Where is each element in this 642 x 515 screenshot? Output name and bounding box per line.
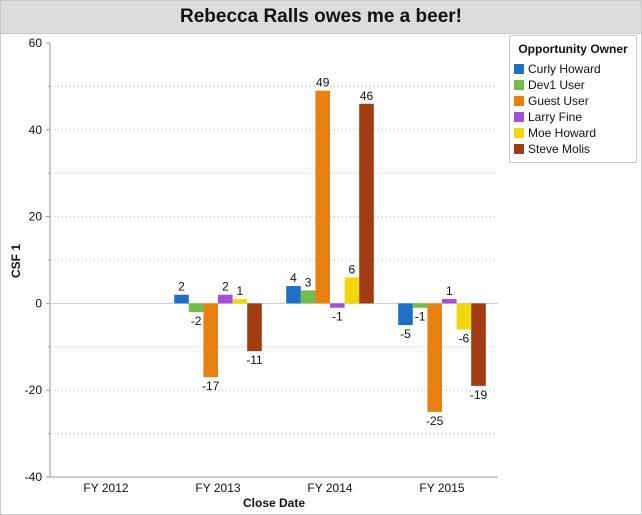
data-label: -11 — [246, 353, 263, 367]
data-label: 46 — [360, 89, 374, 103]
y-tick-label: -40 — [25, 470, 43, 484]
y-axis-label: CSF 1 — [9, 244, 23, 278]
data-label: 6 — [349, 262, 356, 276]
bar — [398, 303, 413, 325]
data-label: -17 — [202, 379, 220, 393]
data-label: -2 — [191, 314, 202, 328]
bar — [345, 277, 360, 303]
y-tick-label: 40 — [29, 123, 43, 137]
legend-label: Larry Fine — [528, 110, 582, 124]
legend-item: Steve Molis — [514, 142, 590, 156]
legend-label: Curly Howard — [528, 62, 601, 76]
bar — [315, 91, 330, 304]
bar — [413, 303, 428, 307]
data-label: -1 — [415, 310, 426, 324]
legend: Opportunity Owner Curly Howard Dev1 User G… — [509, 35, 637, 163]
legend-title: Opportunity Owner — [510, 42, 636, 56]
data-label: 2 — [222, 280, 229, 294]
data-label: -1 — [332, 310, 343, 324]
chart-frame: Rebecca Ralls owes me a beer! -40 -20 0 20 4… — [0, 0, 642, 515]
x-tick-label: FY 2015 — [419, 481, 464, 495]
data-label: -25 — [426, 414, 444, 428]
legend-swatch — [514, 80, 524, 90]
legend-swatch — [514, 112, 524, 122]
bar — [471, 303, 486, 385]
bar — [442, 299, 457, 303]
x-tick-label: FY 2012 — [83, 481, 128, 495]
legend-label: Dev1 User — [528, 78, 585, 92]
legend-item: Larry Fine — [514, 110, 582, 124]
legend-item: Guest User — [514, 94, 589, 108]
legend-swatch — [514, 144, 524, 154]
legend-item: Curly Howard — [514, 62, 601, 76]
bar — [457, 303, 472, 329]
data-label: 1 — [446, 284, 453, 298]
data-label: -19 — [470, 388, 488, 402]
bar — [233, 299, 248, 303]
legend-label: Guest User — [528, 94, 589, 108]
y-tick-label: -20 — [25, 383, 43, 397]
x-tick-label: FY 2014 — [307, 481, 352, 495]
legend-swatch — [514, 64, 524, 74]
bar — [189, 303, 204, 312]
data-label: 3 — [305, 275, 312, 289]
data-label: -6 — [459, 331, 470, 345]
legend-label: Moe Howard — [528, 126, 596, 140]
bar — [247, 303, 262, 351]
legend-swatch — [514, 128, 524, 138]
y-tick-label: 60 — [29, 36, 43, 50]
bar — [286, 286, 301, 303]
bar — [301, 290, 316, 303]
data-label: 2 — [178, 280, 185, 294]
legend-item: Dev1 User — [514, 78, 585, 92]
y-tick-label: 0 — [35, 296, 42, 310]
legend-item: Moe Howard — [514, 126, 596, 140]
data-label: 4 — [290, 271, 297, 285]
data-label: 49 — [316, 76, 330, 90]
y-tick-label: 20 — [29, 210, 43, 224]
data-label: 1 — [237, 284, 244, 298]
bar — [174, 295, 189, 304]
bar — [218, 295, 233, 304]
bar — [203, 303, 218, 377]
bar-series — [174, 91, 486, 412]
x-tick-label: FY 2013 — [195, 481, 240, 495]
bar — [359, 104, 374, 304]
legend-label: Steve Molis — [528, 142, 590, 156]
legend-swatch — [514, 96, 524, 106]
x-axis-label: Close Date — [243, 496, 305, 510]
bar — [427, 303, 442, 412]
bar — [330, 303, 345, 307]
data-label: -5 — [400, 327, 411, 341]
